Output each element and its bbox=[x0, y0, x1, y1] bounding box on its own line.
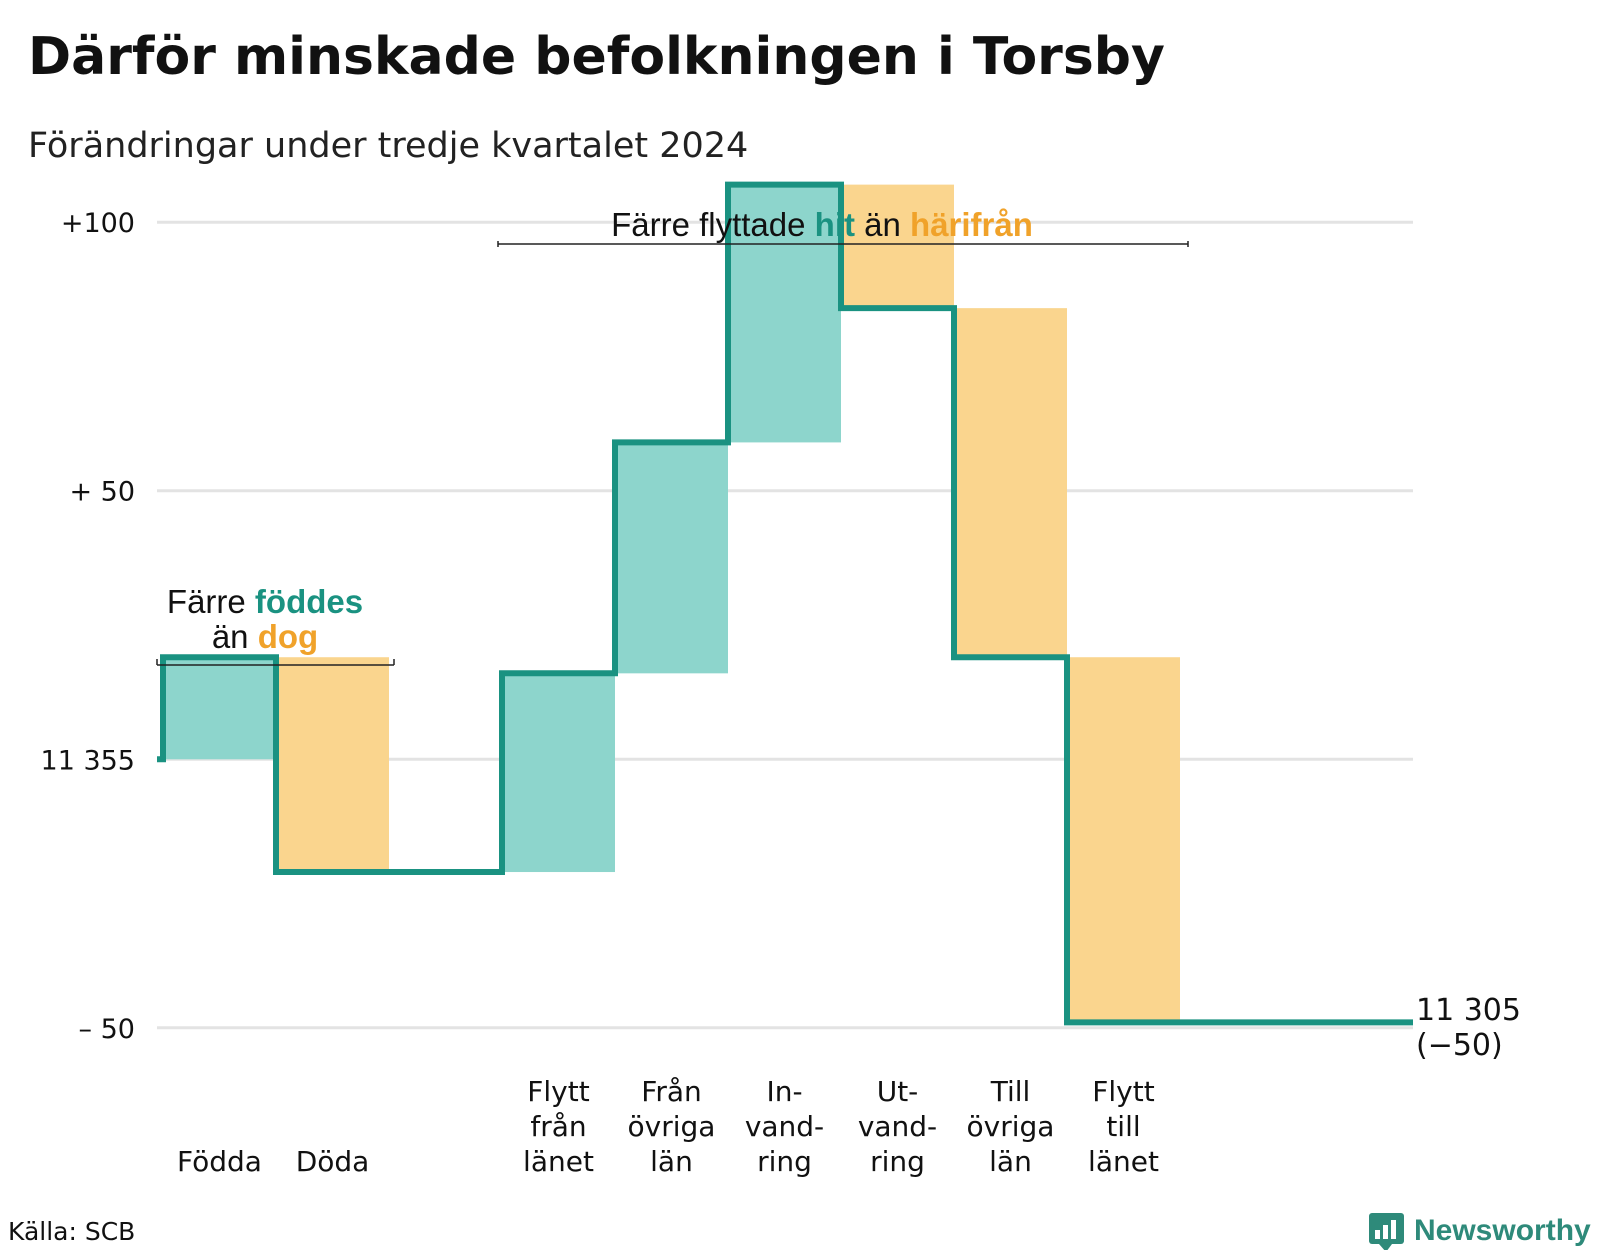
end-label-total: 11 305 bbox=[1416, 993, 1521, 1028]
annotation-births-line2: än dog bbox=[212, 618, 318, 655]
category-label-3-0: Flytt bbox=[527, 1075, 589, 1108]
annotation-moves-line: Färre flyttade hit än härifrån bbox=[611, 206, 1033, 243]
y-tick-label-1: + 50 bbox=[69, 477, 135, 508]
annotation-moves-bracket bbox=[497, 241, 1189, 247]
annotation-moves-highlight-out: härifrån bbox=[910, 206, 1033, 243]
bar-3 bbox=[502, 673, 615, 873]
y-tick-label-3: – 50 bbox=[79, 1014, 135, 1045]
bar-1 bbox=[276, 657, 389, 873]
annotation-moves-pre: Färre flyttade bbox=[611, 206, 815, 243]
brand-name: Newsworthy bbox=[1414, 1214, 1591, 1247]
category-label-5-1: vand- bbox=[745, 1110, 824, 1143]
annotation-births-bracket bbox=[156, 659, 395, 666]
category-label-4-2: län bbox=[650, 1145, 693, 1178]
bar-4 bbox=[615, 442, 728, 674]
category-label-3-1: från bbox=[530, 1110, 586, 1143]
bar-8 bbox=[1067, 657, 1180, 1023]
category-label-5-2: ring bbox=[757, 1145, 812, 1178]
annotation-births-pre: Färre bbox=[167, 583, 255, 620]
category-label-8-0: Flytt bbox=[1092, 1075, 1154, 1108]
bar-6 bbox=[841, 184, 954, 309]
annotation-births-deaths: Färre föddes än dog bbox=[156, 583, 395, 666]
end-label-change: (−50) bbox=[1416, 1028, 1503, 1063]
category-label-7-2: län bbox=[989, 1145, 1032, 1178]
category-label-8-1: till bbox=[1106, 1110, 1140, 1143]
brand-logo: Newsworthy bbox=[1369, 1213, 1591, 1250]
y-axis-ticks: +100 + 50 11 355 – 50 bbox=[41, 208, 135, 1045]
annotation-moves: Färre flyttade hit än härifrån bbox=[497, 206, 1189, 247]
newsworthy-icon bbox=[1369, 1213, 1404, 1250]
category-label-3-2: länet bbox=[523, 1145, 594, 1178]
bar-0 bbox=[163, 657, 276, 760]
category-label-6-1: vand- bbox=[858, 1110, 937, 1143]
category-label-7-0: Till bbox=[990, 1075, 1031, 1108]
category-label-8-2: länet bbox=[1088, 1145, 1159, 1178]
bars bbox=[163, 184, 1180, 1023]
annotation-moves-mid: än bbox=[855, 206, 910, 243]
category-label-5-0: In- bbox=[766, 1075, 802, 1108]
bar-5 bbox=[728, 184, 841, 443]
annotation-births-highlight: föddes bbox=[255, 583, 363, 620]
chart-title: Därför minskade befolkningen i Torsby bbox=[28, 27, 1165, 87]
category-label-1-0: Döda bbox=[296, 1145, 370, 1178]
cumulative-step-line bbox=[157, 181, 1413, 1026]
y-tick-label-0: +100 bbox=[61, 208, 135, 239]
category-label-7-1: övriga bbox=[967, 1110, 1055, 1143]
category-labels: Födda DödaFlyttfrånlänetFrånövrigalänIn-v… bbox=[177, 1075, 1159, 1178]
annotation-births-mid: än bbox=[212, 618, 258, 655]
annotation-moves-highlight-in: hit bbox=[815, 206, 855, 243]
category-label-0-0: Födda bbox=[177, 1145, 262, 1178]
annotation-deaths-highlight: dog bbox=[258, 618, 318, 655]
category-label-4-0: Från bbox=[641, 1075, 701, 1108]
chart-subtitle: Förändringar under tredje kvartalet 2024 bbox=[28, 126, 748, 166]
category-label-6-0: Ut- bbox=[877, 1075, 919, 1108]
source-note: Källa: SCB bbox=[8, 1217, 135, 1246]
category-label-4-1: övriga bbox=[628, 1110, 716, 1143]
bar-7 bbox=[954, 308, 1067, 658]
annotation-births-line1: Färre föddes bbox=[167, 583, 363, 620]
y-tick-label-2: 11 355 bbox=[41, 745, 135, 776]
category-label-6-2: ring bbox=[870, 1145, 925, 1178]
